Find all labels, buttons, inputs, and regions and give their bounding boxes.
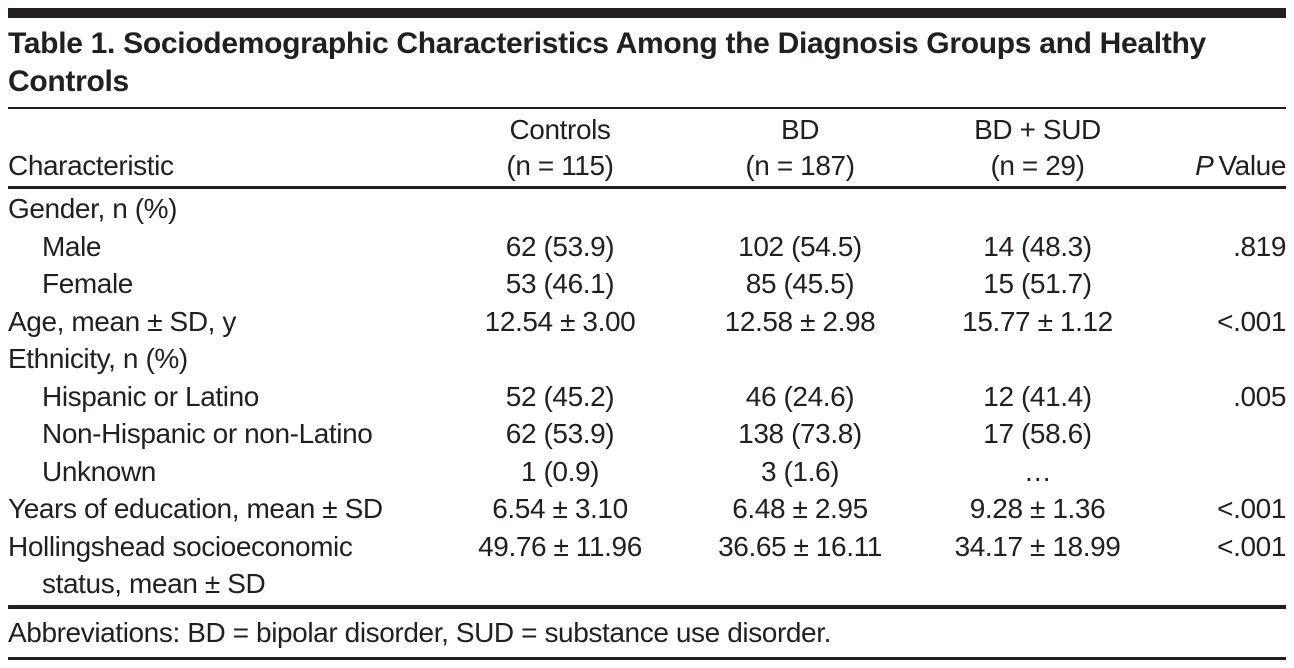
table-row-non-hispanic: Non-Hispanic or non-Latino 62 (53.9) 138… <box>8 415 1286 453</box>
group-n: (n = 187) <box>745 150 855 181</box>
cell-p-value: .005 <box>1233 380 1286 412</box>
cell-controls: 12.54 ± 3.00 <box>484 305 636 337</box>
table-row-ethnicity: Ethnicity, n (%) <box>8 340 1286 378</box>
table-row-gender: Gender, n (%) <box>8 190 1286 228</box>
p-value-header-italic-p: P <box>1195 150 1214 181</box>
row-label: Age, mean ± SD, y <box>8 305 237 337</box>
row-label: Non-Hispanic or non-Latino <box>42 418 373 449</box>
p-value-header-label: Value <box>1218 150 1286 181</box>
row-label: Gender, n (%) <box>8 193 178 224</box>
cell-bd-sud <box>920 190 1155 228</box>
cell-bd: 3 (1.6) <box>760 455 840 487</box>
cell-bd: 85 (45.5) <box>745 268 855 299</box>
row-label: Male <box>42 230 102 262</box>
table-row-male: Male 62 (53.9) 102 (54.5) 14 (48.3) .819 <box>8 228 1286 266</box>
group-name: BD <box>780 114 820 145</box>
table-body: Gender, n (%) Male 62 (53.9) 102 (54.5) … <box>8 189 1286 605</box>
group-name: BD + SUD <box>974 114 1101 145</box>
cell-controls <box>440 340 680 378</box>
table-row-unknown: Unknown 1 (0.9) 3 (1.6) … <box>8 453 1286 491</box>
cell-controls: 49.76 ± 11.96 <box>478 530 642 562</box>
cell-bd-sud <box>920 340 1155 378</box>
bottom-rule <box>8 656 1286 660</box>
column-header-bd-sud: BD + SUD (n = 29) <box>920 112 1155 184</box>
table-row-female: Female 53 (46.1) 85 (45.5) 15 (51.7) <box>8 265 1286 303</box>
characteristic-header-label: Characteristic <box>8 150 174 181</box>
cell-p-value <box>1155 265 1286 303</box>
row-label: Hollingshead socioeconomic status, mean … <box>8 528 440 603</box>
row-label-line1: Hollingshead socioeconomic <box>8 530 353 562</box>
cell-controls: 62 (53.9) <box>505 230 615 262</box>
title-rule <box>8 107 1286 109</box>
abbreviations-footnote: Abbreviations: BD = bipolar disorder, SU… <box>8 616 831 648</box>
cell-controls: 62 (53.9) <box>505 418 615 449</box>
row-label: Female <box>42 268 133 299</box>
cell-p-value: <.001 <box>1217 530 1286 562</box>
cell-bd: 138 (73.8) <box>738 418 862 449</box>
cell-bd-sud: 12 (41.4) <box>983 380 1092 412</box>
cell-bd: 6.48 ± 2.95 <box>732 493 868 524</box>
cell-bd: 46 (24.6) <box>745 380 855 412</box>
row-label: Years of education, mean ± SD <box>8 493 383 524</box>
table-row-education: Years of education, mean ± SD 6.54 ± 3.1… <box>8 490 1286 528</box>
cell-bd-sud: 17 (58.6) <box>983 418 1092 449</box>
cell-controls: 1 (0.9) <box>520 455 600 487</box>
cell-bd-sud: 15.77 ± 1.12 <box>962 305 1113 337</box>
header-rule <box>8 186 1286 189</box>
cell-bd-sud: 9.28 ± 1.36 <box>969 493 1106 524</box>
cell-p-value <box>1155 340 1286 378</box>
footnote-rule <box>8 604 1286 609</box>
row-label: Ethnicity, n (%) <box>8 343 188 374</box>
cell-bd-sud: 34.17 ± 18.99 <box>954 530 1121 562</box>
column-header-bd: BD (n = 187) <box>680 112 920 184</box>
cell-bd <box>680 190 920 228</box>
cell-p-value <box>1155 415 1286 453</box>
table-row-hollingshead: Hollingshead socioeconomic status, mean … <box>8 528 1286 603</box>
cell-p-value <box>1155 190 1286 228</box>
cell-controls: 53 (46.1) <box>505 268 615 299</box>
table-header-row: Characteristic Controls (n = 115) BD (n … <box>8 109 1286 186</box>
group-n: (n = 29) <box>990 150 1085 181</box>
cell-controls: 6.54 ± 3.10 <box>492 493 628 524</box>
column-header-p-value: P Value <box>1155 112 1286 184</box>
cell-controls: 52 (45.2) <box>505 380 615 412</box>
cell-bd: 12.58 ± 2.98 <box>724 305 876 337</box>
cell-bd-sud: 15 (51.7) <box>983 268 1092 299</box>
table-title: Table 1. Sociodemographic Characteristic… <box>8 27 1206 98</box>
cell-bd <box>680 340 920 378</box>
cell-bd-sud: 14 (48.3) <box>983 230 1092 262</box>
row-label: Unknown <box>42 455 156 487</box>
cell-controls <box>440 190 680 228</box>
cell-p-value: <.001 <box>1217 493 1286 524</box>
row-label-line2: status, mean ± SD <box>42 568 266 599</box>
table-row-hispanic: Hispanic or Latino 52 (45.2) 46 (24.6) 1… <box>8 378 1286 416</box>
cell-bd: 36.65 ± 16.11 <box>718 530 882 562</box>
cell-p-value: <.001 <box>1217 305 1286 337</box>
group-n: (n = 115) <box>506 150 614 181</box>
top-border-bar <box>8 8 1286 18</box>
table-row-age: Age, mean ± SD, y 12.54 ± 3.00 12.58 ± 2… <box>8 303 1286 341</box>
cell-bd: 102 (54.5) <box>738 230 862 262</box>
cell-p-value: .819 <box>1233 230 1286 262</box>
column-header-characteristic: Characteristic <box>8 112 440 184</box>
group-name: Controls <box>509 114 611 145</box>
row-label: Hispanic or Latino <box>42 380 259 412</box>
cell-p-value <box>1155 453 1286 491</box>
column-header-controls: Controls (n = 115) <box>440 112 680 184</box>
cell-bd-sud: … <box>1023 455 1052 487</box>
